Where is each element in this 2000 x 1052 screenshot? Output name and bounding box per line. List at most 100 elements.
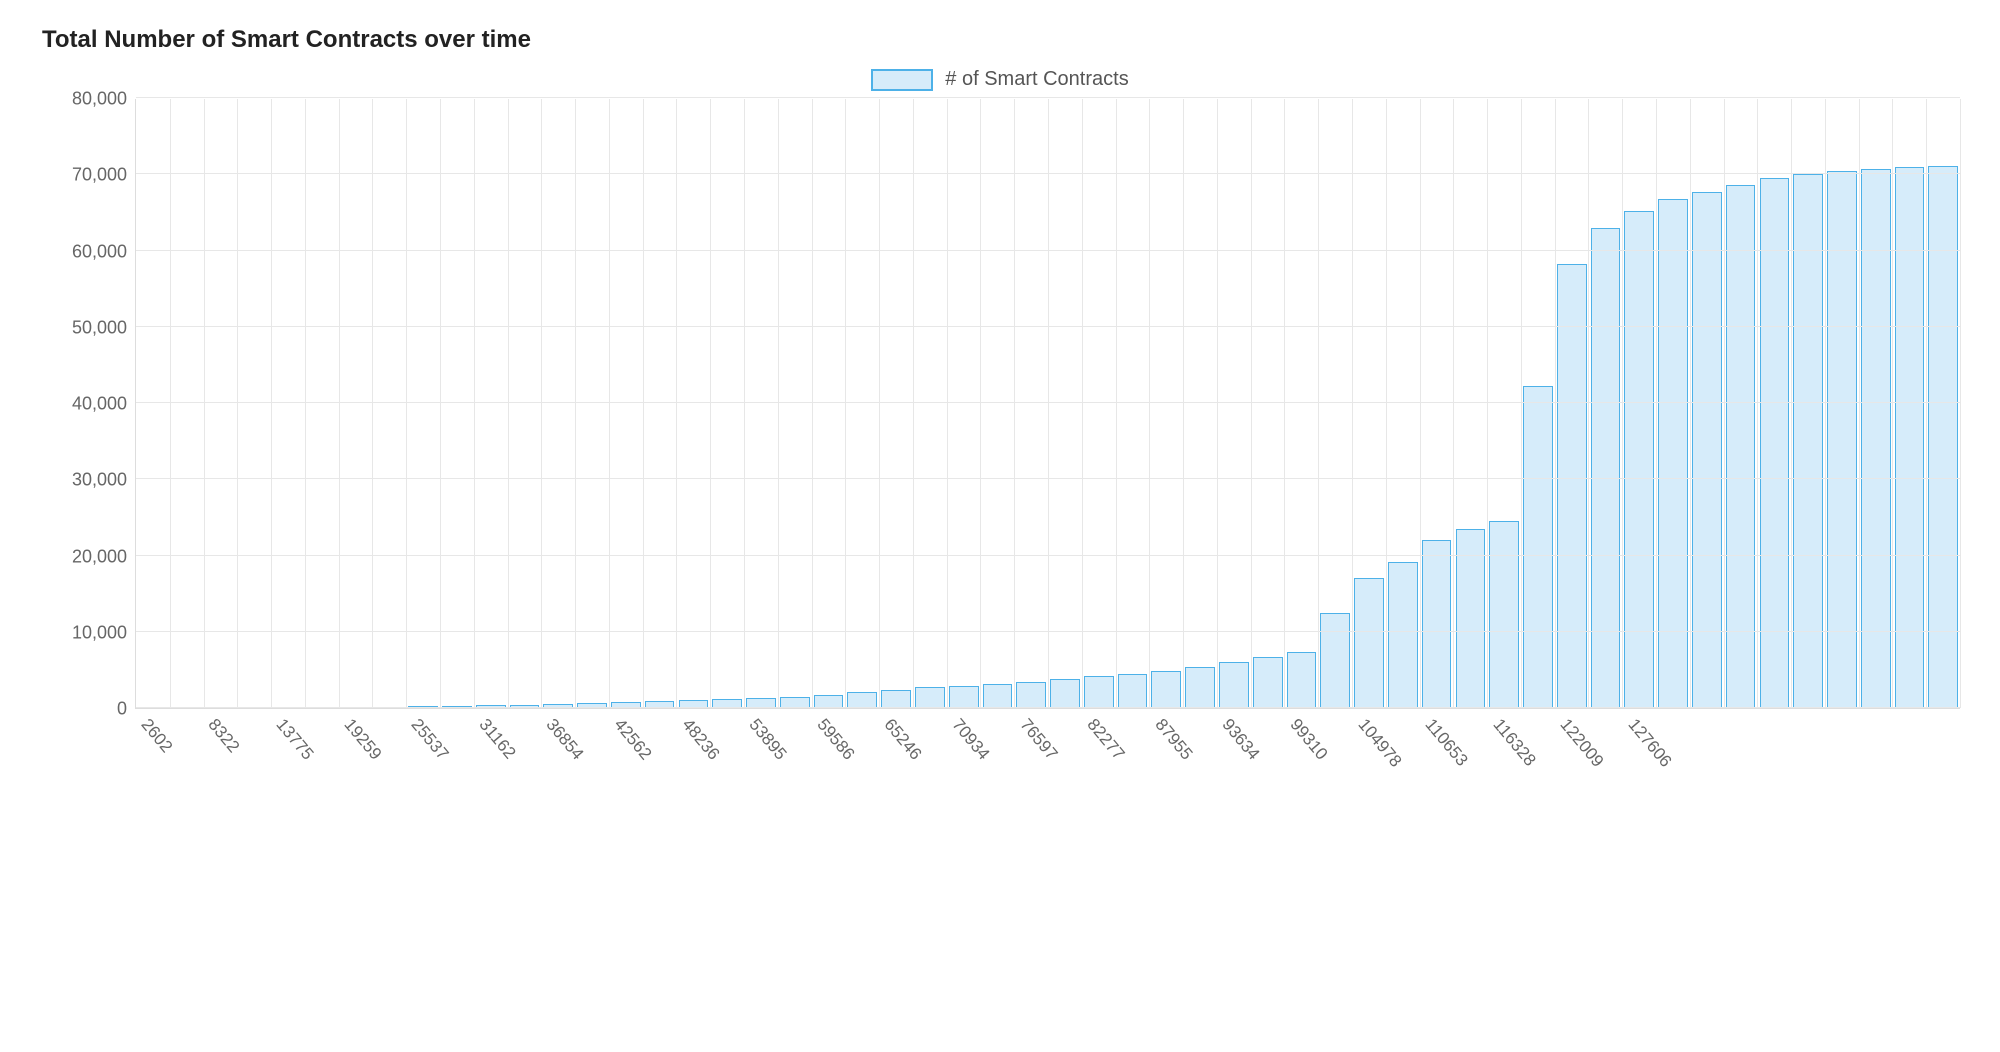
bar-slot [1825,99,1859,708]
bar [1523,386,1553,708]
bar [915,687,945,708]
bar-slot [170,99,204,708]
gridline-vertical [1386,99,1387,708]
bar-slot [440,99,474,708]
gridline-vertical [1859,99,1860,708]
x-label-slot [507,709,541,819]
x-label-slot [845,709,879,819]
x-label-slot [777,709,811,819]
gridline-vertical [1284,99,1285,708]
chart-title: Total Number of Smart Contracts over tim… [42,26,1960,54]
bar-slot [204,99,238,708]
gridline-vertical [845,99,846,708]
gridline-vertical [1149,99,1150,708]
y-axis: 010,00020,00030,00040,00050,00060,00070,… [40,99,135,709]
gridline-vertical [372,99,373,708]
gridline-vertical [474,99,475,708]
x-label-slot: 13775 [270,709,304,819]
gridline-horizontal [136,97,1960,98]
x-label-slot: 36854 [541,709,575,819]
x-label-slot: 2602 [135,709,169,819]
gridline-vertical [271,99,272,708]
x-label-slot: 65246 [879,709,913,819]
chart-container: Total Number of Smart Contracts over tim… [0,0,2000,1052]
x-label-slot [1183,709,1217,819]
x-label-slot: 99310 [1284,709,1318,819]
gridline-vertical [676,99,677,708]
bar [1827,171,1857,708]
bar-slot [1521,99,1555,708]
bar-slot [541,99,575,708]
bar-slot [1926,99,1960,708]
x-label-slot [1926,709,1960,819]
bar [1726,185,1756,708]
x-label-slot: 93634 [1217,709,1251,819]
bar-slot [913,99,947,708]
bar [1760,178,1790,708]
x-label-slot [574,709,608,819]
bar-slot [1893,99,1927,708]
gridline-vertical [1521,99,1522,708]
x-label-slot: 127606 [1622,709,1656,819]
x-label-slot [1757,709,1791,819]
gridline-vertical [1217,99,1218,708]
bar-slot [237,99,271,708]
x-label-slot [236,709,270,819]
x-label-slot [1048,709,1082,819]
x-label-slot: 116328 [1487,709,1521,819]
x-label-slot [1892,709,1926,819]
bar-slot [947,99,981,708]
x-label-slot [642,709,676,819]
x-label-slot [710,709,744,819]
gridline-vertical [1318,99,1319,708]
gridline-vertical [710,99,711,708]
x-label-slot [439,709,473,819]
x-label-slot [1453,709,1487,819]
bar [1320,613,1350,708]
gridline-vertical [575,99,576,708]
bar [1895,167,1925,708]
gridline-vertical [1926,99,1927,708]
bar-slot [406,99,440,708]
x-label-slot [1791,709,1825,819]
x-labels: 2602832213775192592553731162368544256248… [135,709,1960,819]
bar-slot [1420,99,1454,708]
bar-slot [136,99,170,708]
x-label-slot: 76597 [1014,709,1048,819]
gridline-vertical [204,99,205,708]
gridline-vertical [1251,99,1252,708]
y-tick-label: 10,000 [72,622,127,643]
bar-slot [1589,99,1623,708]
x-label-slot [1521,709,1555,819]
bar-slot [1487,99,1521,708]
gridline-vertical [980,99,981,708]
x-label-slot: 48236 [676,709,710,819]
bar-slot [1318,99,1352,708]
bar-slot [575,99,609,708]
gridline-vertical [1420,99,1421,708]
bar-slot [372,99,406,708]
gridline-vertical [1656,99,1657,708]
x-label-slot [1588,709,1622,819]
gridline-vertical [440,99,441,708]
bar-slot [474,99,508,708]
bar [1084,676,1114,708]
bar [1793,174,1823,709]
y-tick-label: 0 [117,699,127,720]
bar-slot [1183,99,1217,708]
plot-area [135,99,1960,709]
bar [1624,211,1654,708]
x-label-slot [304,709,338,819]
bar [847,692,877,708]
x-label-slot: 19259 [338,709,372,819]
bar-slot [1116,99,1150,708]
bar-slot [677,99,711,708]
gridline-vertical [609,99,610,708]
gridline-vertical [1622,99,1623,708]
bar [1422,540,1452,708]
gridline-vertical [744,99,745,708]
bar [1253,657,1283,708]
bar [1016,682,1046,708]
gridline-vertical [1892,99,1893,708]
y-tick-label: 30,000 [72,470,127,491]
